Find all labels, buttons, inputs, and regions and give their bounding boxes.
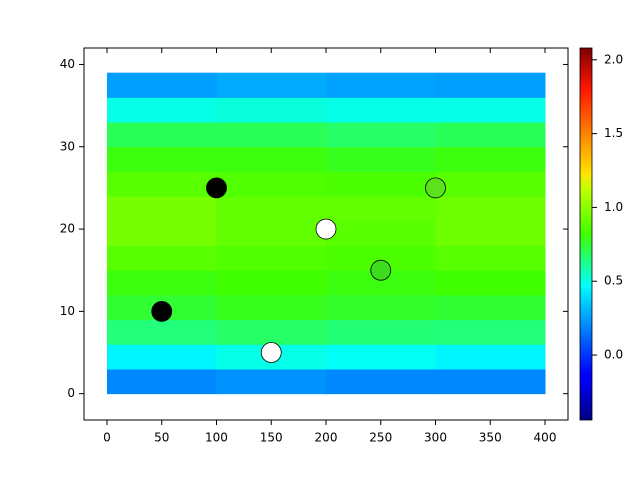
heatmap-cell [106,245,217,271]
scatter-point [425,177,446,199]
x-tick-label: 0 [103,431,111,445]
colorbar-tick-label: 0.0 [604,348,623,362]
heatmap-cell [326,319,437,345]
heatmap-cell [326,171,437,197]
x-tick-label: 400 [534,431,557,445]
colorbar-tick-label: 1.5 [604,126,623,140]
y-tick-label: 20 [60,222,75,236]
x-tick-label: 100 [205,431,228,445]
y-tick-label: 10 [60,304,75,318]
heatmap-cell [216,196,327,222]
heatmap-cell [435,122,546,148]
heatmap-cell [106,122,217,148]
heatmap-cell [216,72,327,98]
heatmap-cell [216,319,327,345]
y-tick-label: 0 [67,386,75,400]
heatmap-cell [106,72,217,98]
y-tick-label: 40 [60,57,75,71]
scatter-point [206,177,227,199]
heatmap-cell [435,245,546,271]
colorbar [579,47,593,421]
x-tick-label: 200 [315,431,338,445]
heatmap-cell [106,171,217,197]
y-tick-label: 30 [60,139,75,153]
x-tick-label: 250 [369,431,392,445]
heatmap-cell [106,196,217,222]
heatmap-cell [216,171,327,197]
heatmap-cell [326,122,437,148]
heatmap-cell [106,368,217,395]
heatmap-cell [216,245,327,271]
heatmap-cell [106,344,217,370]
heatmap-cell [216,270,327,296]
heatmap-cell [435,368,546,395]
heatmap-cell [216,122,327,148]
scatter-point [370,259,392,281]
scatter-point [315,218,337,240]
heatmap-cell [326,146,437,172]
x-tick-label: 50 [154,431,169,445]
x-tick-label: 300 [424,431,447,445]
heatmap-cell [435,196,546,222]
heatmap-cell [106,97,217,123]
x-tick-label: 350 [479,431,502,445]
heatmap-cell [326,72,437,98]
heatmap-cell [435,294,546,321]
heatmap-cell [435,319,546,345]
colorbar-tick-label: 1.0 [604,200,623,214]
heatmap-cell [106,220,217,247]
heatmap-cell [326,196,437,222]
heatmap-cell [326,220,437,247]
scatter-point [260,342,282,363]
heatmap-cell [326,368,437,395]
heatmap-cell [435,72,546,98]
heatmap-cell [435,270,546,296]
heatmap-cell [326,344,437,370]
heatmap-cell [435,97,546,123]
heatmap-cell [216,97,327,123]
heatmap-cell [106,146,217,172]
colorbar-tick-label: 0.5 [604,274,623,288]
heatmap-cell [435,146,546,172]
heatmap-cell [435,220,546,247]
heatmap-cell [106,270,217,296]
heatmap-cell [216,146,327,172]
heatmap-cell [435,344,546,370]
x-tick-label: 150 [260,431,283,445]
scatter-point [151,300,173,322]
colorbar-tick-label: 2.0 [604,52,623,66]
heatmap-cell [216,220,327,247]
heatmap-cell [326,294,437,321]
heatmap-cell [435,171,546,197]
heatmap-cell [106,319,217,345]
heatmap-cell [216,294,327,321]
heatmap-cell [326,97,437,123]
heatmap-cell [216,368,327,395]
